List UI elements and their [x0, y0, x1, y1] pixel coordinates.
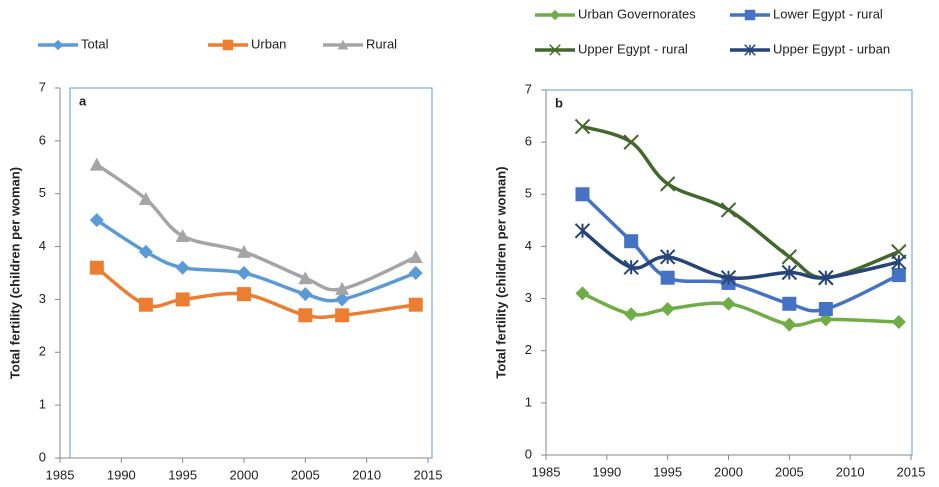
- legend-marker: [337, 39, 349, 50]
- marker: [237, 266, 251, 280]
- marker: [175, 229, 190, 242]
- marker: [891, 254, 907, 270]
- marker: [237, 287, 251, 302]
- y-tick-label: 6: [525, 134, 532, 149]
- x-tick-label: 2000: [230, 467, 259, 482]
- marker: [298, 287, 313, 302]
- marker: [298, 308, 313, 323]
- marker: [781, 249, 798, 265]
- y-axis-title: Total fertility (children per woman): [7, 167, 22, 379]
- legend-label: Lower Egypt - rural: [773, 6, 883, 21]
- x-tick-label: 1995: [653, 464, 682, 479]
- y-tick-label: 5: [39, 185, 46, 200]
- marker: [138, 244, 153, 259]
- series-line: [581, 124, 900, 280]
- legend-marker: [222, 39, 234, 51]
- marker: [781, 264, 798, 281]
- x-tick-label: 1985: [532, 464, 561, 479]
- marker: [89, 260, 104, 275]
- y-tick-label: 1: [525, 394, 532, 409]
- x-tick-label: 2005: [775, 464, 804, 479]
- marker: [89, 213, 104, 228]
- marker: [175, 292, 190, 307]
- panel-label: b: [555, 95, 563, 110]
- marker: [624, 234, 639, 249]
- legend-label: Urban Governorates: [578, 6, 696, 21]
- y-axis-title: Total fertility (children per woman): [493, 166, 508, 378]
- legend-marker: [549, 44, 561, 56]
- marker: [575, 187, 590, 202]
- marker: [237, 244, 251, 258]
- y-tick-label: 0: [39, 449, 46, 464]
- marker: [782, 317, 797, 332]
- marker: [782, 296, 797, 311]
- marker: [818, 302, 833, 316]
- y-tick-label: 2: [39, 344, 46, 359]
- marker: [891, 268, 906, 283]
- marker: [624, 307, 639, 322]
- marker: [298, 271, 313, 285]
- y-tick-label: 4: [39, 238, 46, 253]
- marker: [138, 297, 153, 312]
- y-tick-label: 0: [525, 446, 532, 461]
- series-line: [95, 218, 417, 303]
- y-tick-label: 3: [525, 290, 532, 305]
- marker: [720, 202, 737, 218]
- marker: [175, 260, 190, 275]
- y-tick-label: 6: [39, 132, 46, 147]
- legend-label: Rural: [366, 36, 397, 51]
- marker: [138, 192, 153, 205]
- x-tick-label: 2010: [352, 467, 381, 482]
- marker: [408, 250, 423, 264]
- x-tick-label: 2015: [897, 464, 926, 479]
- marker: [891, 315, 906, 330]
- legend-marker: [549, 9, 561, 21]
- x-tick-label: 2010: [836, 464, 865, 479]
- marker: [660, 302, 675, 316]
- legend-label: Upper Egypt - urban: [773, 41, 890, 56]
- y-tick-label: 7: [525, 81, 532, 96]
- marker: [721, 296, 736, 311]
- series-line: [95, 163, 417, 292]
- legend-label: Upper Egypt - rural: [578, 41, 688, 56]
- x-tick-label: 2005: [291, 467, 320, 482]
- marker: [659, 249, 676, 265]
- marker: [89, 157, 104, 171]
- marker: [335, 292, 350, 307]
- y-tick-label: 4: [525, 238, 532, 253]
- marker: [335, 281, 350, 295]
- y-tick-label: 1: [39, 397, 46, 412]
- legend-marker: [744, 44, 756, 56]
- x-tick-label: 1990: [592, 464, 621, 479]
- panel-label: a: [79, 93, 87, 108]
- marker: [720, 270, 737, 286]
- marker: [659, 176, 676, 192]
- marker: [575, 286, 590, 301]
- marker: [574, 118, 591, 135]
- x-tick-label: 1985: [46, 467, 75, 482]
- legend-label: Total: [81, 36, 109, 51]
- marker: [623, 134, 639, 150]
- y-tick-label: 7: [39, 79, 46, 94]
- legend-marker: [744, 9, 756, 21]
- x-tick-label: 2000: [714, 464, 743, 479]
- x-tick-label: 1995: [168, 467, 197, 482]
- legend-label: Urban: [251, 36, 286, 51]
- marker: [660, 270, 675, 285]
- y-tick-label: 2: [525, 342, 532, 357]
- x-tick-label: 1990: [107, 467, 136, 482]
- y-tick-label: 5: [525, 186, 532, 201]
- x-tick-label: 2015: [414, 467, 443, 482]
- marker: [408, 266, 423, 280]
- marker: [623, 259, 639, 275]
- series-line: [581, 193, 900, 313]
- marker: [408, 297, 423, 312]
- marker: [574, 223, 591, 239]
- y-tick-label: 3: [39, 291, 46, 306]
- marker: [818, 270, 834, 286]
- marker: [335, 308, 350, 323]
- legend-marker: [52, 39, 64, 51]
